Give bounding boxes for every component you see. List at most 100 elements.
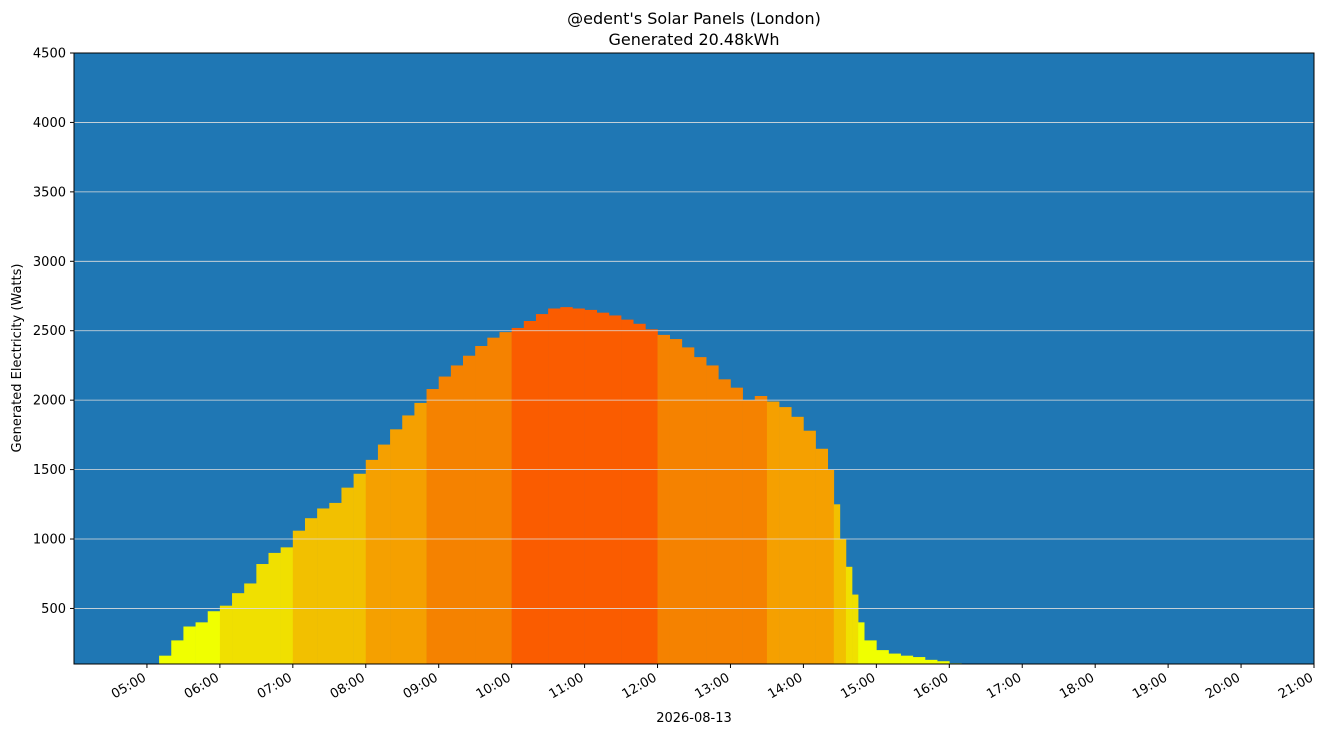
x-tick-label: 18:00 <box>1057 670 1097 702</box>
generation-bar <box>292 530 306 664</box>
generation-bar <box>390 429 403 664</box>
x-tick-label: 19:00 <box>1130 670 1170 702</box>
generation-bar <box>475 346 488 664</box>
generation-bar <box>779 407 792 664</box>
generation-bar <box>572 308 585 664</box>
y-tick-label: 500 <box>41 602 66 617</box>
generation-bar <box>742 400 756 664</box>
x-tick-label: 16:00 <box>911 670 951 702</box>
generation-bar <box>681 347 695 664</box>
chart-subtitle: Generated 20.48kWh <box>609 30 780 49</box>
generation-bar <box>584 309 598 664</box>
y-tick-label: 2500 <box>33 324 66 339</box>
generation-bar <box>876 650 889 664</box>
generation-bar <box>766 401 780 664</box>
generation-bar <box>183 626 196 664</box>
y-tick-label: 3500 <box>33 185 66 200</box>
gridlines <box>74 122 1314 609</box>
generation-bar <box>329 502 342 664</box>
x-tick-label: 09:00 <box>401 670 441 702</box>
x-tick-label: 15:00 <box>838 670 878 702</box>
generation-bar <box>207 611 221 664</box>
x-tick-label: 21:00 <box>1276 670 1316 702</box>
generation-bars <box>159 307 962 664</box>
generation-bar <box>159 655 172 664</box>
y-axis: 500 1000 1500 2000 2500 3000 3500 4000 4500 <box>33 47 74 617</box>
generation-bar <box>924 659 938 664</box>
generation-bar <box>244 583 257 664</box>
generation-bar <box>317 508 330 664</box>
generation-bar <box>791 416 804 664</box>
generation-bar <box>718 379 731 664</box>
x-tick-label: 07:00 <box>255 670 295 702</box>
chart-title: @edent's Solar Panels (London) <box>567 9 821 28</box>
generation-bar <box>426 389 440 664</box>
generation-bar <box>833 504 841 664</box>
x-tick-label: 20:00 <box>1203 670 1243 702</box>
x-tick-label: 11:00 <box>547 670 587 702</box>
generation-bar <box>232 593 245 664</box>
generation-bar <box>499 332 512 664</box>
generation-bar <box>463 355 476 664</box>
y-tick-label: 1500 <box>33 463 66 478</box>
generation-bar <box>839 539 847 664</box>
generation-bar <box>845 566 853 664</box>
x-tick-label: 13:00 <box>693 670 733 702</box>
y-axis-label: Generated Electricity (Watts) <box>10 264 25 453</box>
generation-bar <box>560 307 573 664</box>
generation-bar <box>256 564 269 664</box>
generation-bar <box>608 315 622 664</box>
generation-bar <box>377 444 391 664</box>
x-axis-label: 2026-08-13 <box>656 711 732 726</box>
generation-bar <box>827 469 835 664</box>
x-tick-label: 12:00 <box>620 670 660 702</box>
generation-bar <box>657 334 670 664</box>
generation-bar <box>596 312 610 664</box>
generation-bar <box>438 376 452 664</box>
x-tick-label: 08:00 <box>328 670 368 702</box>
x-tick-label: 10:00 <box>474 670 514 702</box>
generation-bar <box>535 314 549 664</box>
generation-bar <box>852 594 859 664</box>
y-tick-label: 3000 <box>33 255 66 270</box>
generation-bar <box>195 622 209 664</box>
generation-bar <box>621 319 634 664</box>
y-tick-label: 1000 <box>33 533 66 548</box>
generation-bar <box>937 661 950 664</box>
generation-bar <box>414 402 427 664</box>
generation-bar <box>487 337 500 664</box>
generation-bar <box>280 547 294 664</box>
x-tick-label: 17:00 <box>984 670 1024 702</box>
generation-bar <box>912 657 926 664</box>
generation-bar <box>365 459 379 664</box>
generation-bar <box>523 321 537 664</box>
generation-bar <box>219 605 233 664</box>
y-tick-label: 2000 <box>33 394 66 409</box>
generation-bar <box>858 622 865 664</box>
generation-bar <box>730 387 743 664</box>
generation-bar <box>864 640 877 664</box>
generation-bar <box>706 365 719 664</box>
y-tick-label: 4500 <box>33 47 66 62</box>
generation-bar <box>171 640 184 664</box>
x-axis: 05:00 06:00 07:00 08:00 09:00 10:00 11:00 12:00… <box>109 664 1316 702</box>
generation-bar <box>402 415 415 664</box>
generation-bar <box>754 395 768 664</box>
generation-bar <box>669 339 683 664</box>
generation-bar <box>450 365 464 664</box>
x-tick-label: 14:00 <box>765 670 805 702</box>
generation-bar <box>645 329 658 664</box>
generation-bar <box>803 430 816 664</box>
generation-bar <box>694 357 707 664</box>
generation-bar <box>548 308 561 664</box>
generation-bar <box>353 473 367 664</box>
generation-bar <box>900 655 914 664</box>
generation-bar <box>341 487 354 664</box>
x-tick-label: 05:00 <box>109 670 149 702</box>
plot-frame <box>73 52 1315 665</box>
generation-bar <box>633 323 646 664</box>
generation-bar <box>815 448 829 664</box>
y-tick-label: 4000 <box>33 116 66 131</box>
x-tick-label: 06:00 <box>182 670 222 702</box>
